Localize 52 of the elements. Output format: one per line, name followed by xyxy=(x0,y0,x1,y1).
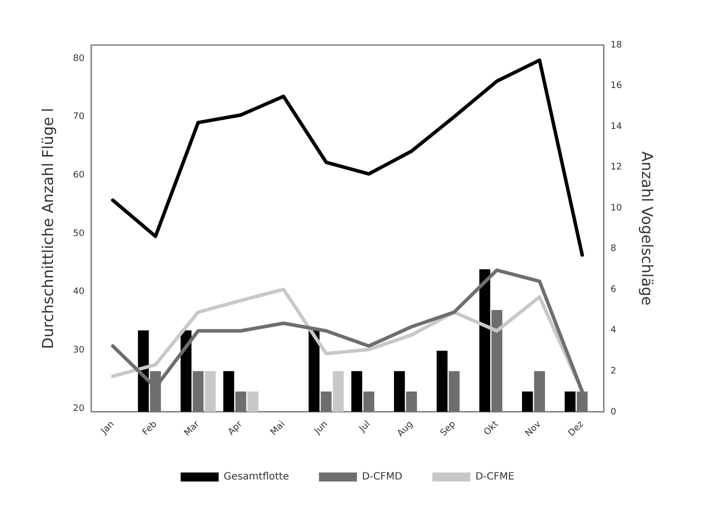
y2-tick-label: 0 xyxy=(610,407,617,418)
bar xyxy=(235,392,246,412)
bar xyxy=(564,392,576,412)
y2-tick-label: 14 xyxy=(610,122,622,132)
x-tick-label: Mai xyxy=(269,419,288,438)
y2-tick-label: 12 xyxy=(610,162,622,173)
legend-label: Gesamtflotte xyxy=(224,472,289,483)
bar xyxy=(351,371,362,412)
y2-tick-label: 8 xyxy=(610,244,617,254)
y-tick-label: 60 xyxy=(73,170,85,180)
bar xyxy=(308,330,320,412)
bar xyxy=(406,392,417,412)
y2-tick-label: 18 xyxy=(610,40,622,50)
y2-tick-label: 10 xyxy=(610,203,622,214)
bar xyxy=(247,392,258,412)
x-tick-label: Sep xyxy=(438,419,458,439)
y-tick-label: 30 xyxy=(73,345,85,356)
x-tick-label: Feb xyxy=(140,419,160,438)
bar xyxy=(522,392,533,412)
bar xyxy=(320,392,332,412)
bar xyxy=(479,269,490,412)
legend-label: D-CFME xyxy=(475,472,514,483)
bar xyxy=(491,310,502,412)
x-tick-label: Jan xyxy=(98,419,117,438)
bar xyxy=(363,392,374,412)
x-tick-label: Okt xyxy=(482,419,501,438)
bar xyxy=(332,371,344,412)
y-tick-label: 50 xyxy=(73,228,85,239)
y-tick-label: 80 xyxy=(73,54,85,64)
y-tick-label: 40 xyxy=(73,287,85,298)
bar xyxy=(223,371,234,412)
bar xyxy=(192,371,204,412)
x-tick-label: Mar xyxy=(182,419,202,439)
y2-axis-title: Anzahl Vogelschläge xyxy=(638,151,656,306)
legend-label: D-CFMD xyxy=(362,472,403,483)
y2-tick-label: 6 xyxy=(610,284,617,295)
bar xyxy=(534,371,545,412)
y2-tick-label: 4 xyxy=(610,326,617,336)
bar xyxy=(436,350,448,412)
bar xyxy=(448,371,460,412)
x-tick-label: Dez xyxy=(566,419,586,439)
bar xyxy=(180,330,192,412)
bar xyxy=(204,371,216,412)
x-tick-label: Jun xyxy=(312,419,330,438)
x-tick-label: Apr xyxy=(226,419,245,438)
y-tick-label: 70 xyxy=(73,112,85,122)
y-tick-label: 20 xyxy=(73,404,85,414)
bar xyxy=(394,371,405,412)
y2-tick-label: 2 xyxy=(610,366,616,377)
y-axis-title: Durchschnittliche Anzahl Flüge l xyxy=(38,108,57,349)
y2-tick-label: 16 xyxy=(610,81,622,92)
x-tick-label: Jul xyxy=(357,419,373,435)
